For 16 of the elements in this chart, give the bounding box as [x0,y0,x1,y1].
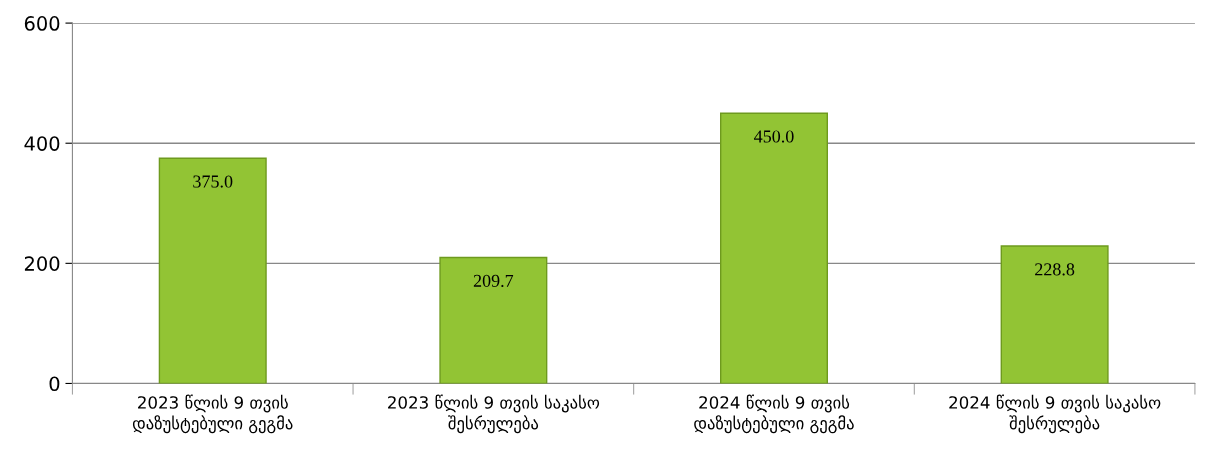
y-tick-label: 600 [24,16,60,31]
bar [1000,245,1109,384]
data-label: 450.0 [754,130,794,143]
bar [158,157,267,384]
y-tick-label: 400 [24,136,60,151]
data-label: 228.8 [1035,263,1075,276]
y-tick-label: 0 [49,376,60,392]
y-tick-label: 200 [24,256,60,271]
x-tick-label: 2023 წლის 9 თვის საკასო შესრულება [388,394,600,434]
bar [719,112,829,384]
bar [439,256,548,384]
data-label: 209.7 [473,274,514,287]
x-tick-label: 2023 წლის 9 თვის დაზუსტებული გეგმა [132,394,293,434]
x-tick-label: 2024 წლის 9 თვის დაზუსტებული გეგმა [694,394,854,434]
data-label: 375.0 [193,175,233,188]
x-tick-label: 2024 წლის 9 თვის საკასო შესრულება [949,394,1161,434]
